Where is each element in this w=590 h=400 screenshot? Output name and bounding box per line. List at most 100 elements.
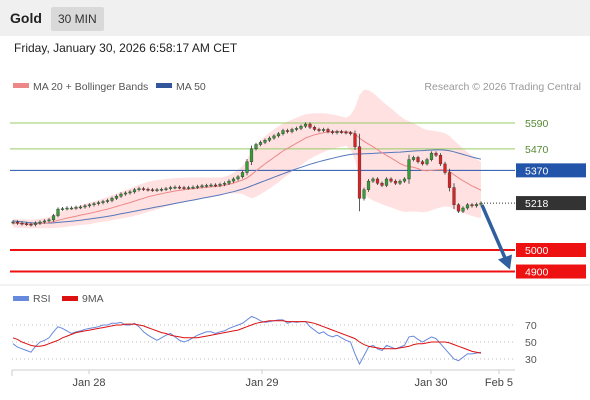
candle-body [119,193,123,197]
level-label-5000: 5000 [525,245,549,257]
candle-body [474,204,479,207]
candle-body [348,132,353,134]
forecast-arrow-layer [480,204,512,270]
candle-body [42,220,47,223]
candle [326,127,330,134]
candle-body [69,207,74,210]
candle-body [146,189,150,191]
bollinger-band-layer [13,89,481,229]
candle [263,138,267,145]
ma20-line [12,131,482,225]
forecast-arrow-head [498,254,512,270]
candle-body [254,144,258,150]
candle-body [267,137,272,141]
candle [168,185,173,191]
candle-body [114,195,119,199]
credit-text: Research © 2026 Trading Central [424,81,581,93]
candle-body [74,207,78,209]
candle-body [137,188,141,190]
candle [339,129,344,134]
ma50-legend-label: MA 50 [176,81,206,93]
candle [24,222,29,226]
candle [195,184,200,189]
candle-body [299,126,303,129]
candle [150,188,155,192]
candle-body [105,200,110,202]
candle [42,219,47,224]
candle-body [92,203,96,205]
level-tag-5000 [516,243,586,257]
candle [105,198,110,204]
candle-body [11,221,15,224]
level-tag-4900 [516,264,586,279]
candle-body [56,208,60,216]
candle [173,185,177,190]
candle [146,187,150,192]
candle-body [353,133,357,147]
candle-body [276,133,281,137]
candle-body [335,131,339,133]
candle [285,128,290,134]
candle-body [173,186,177,189]
candle [429,151,434,162]
candle-body [182,187,186,189]
candle-body [101,201,105,203]
x-label: Jan 28 [72,377,105,389]
candle-body [195,186,200,188]
candle [218,182,222,188]
candle [407,154,411,184]
candle [312,125,317,132]
candle [344,130,348,135]
candle [353,130,357,150]
candle [87,203,92,208]
candle [420,160,425,166]
candle-body [263,140,267,143]
candle [317,127,321,133]
candle [65,206,69,211]
candle-body [339,131,344,133]
candle [137,186,141,192]
candle-body [191,186,195,189]
candle-body [357,146,362,199]
candle-body [159,189,164,191]
candle-body [141,188,146,190]
candle-body [321,129,326,131]
candle [69,206,74,210]
candle [213,183,218,188]
candle [438,153,443,167]
candle-body [83,205,87,208]
candle-body [420,161,425,165]
candle-body [461,207,465,212]
timeframe-button[interactable]: 30 MIN [51,7,104,31]
rsi-ma-legend-swatch [62,296,78,301]
candle-body [366,180,371,190]
candle [177,185,182,190]
forecast-arrow-shaft [480,204,509,264]
candle [452,183,456,210]
candle [60,206,65,211]
candle-body [200,185,204,188]
candle [357,133,362,212]
candle-body [438,155,443,165]
candle [20,221,24,226]
candle-body [24,223,29,225]
candle [470,203,474,208]
candle [92,201,96,207]
candle-body [164,188,168,190]
candle-body [168,187,173,189]
candle [411,155,416,162]
candle [321,127,326,133]
rsi-legend-label: RSI [33,293,51,305]
rsi-grid-layer: 70 50 30 [12,320,537,366]
candle [461,206,465,213]
candle-body [204,185,209,187]
candle [299,124,303,131]
candle [434,151,438,158]
rsi-legend-swatch [13,296,29,301]
candle [236,175,240,181]
current-price-tag [516,196,586,211]
candle-body [132,189,137,193]
candle-body [15,221,20,224]
ma20-legend-label: MA 20 + Bollinger Bands [33,81,148,93]
